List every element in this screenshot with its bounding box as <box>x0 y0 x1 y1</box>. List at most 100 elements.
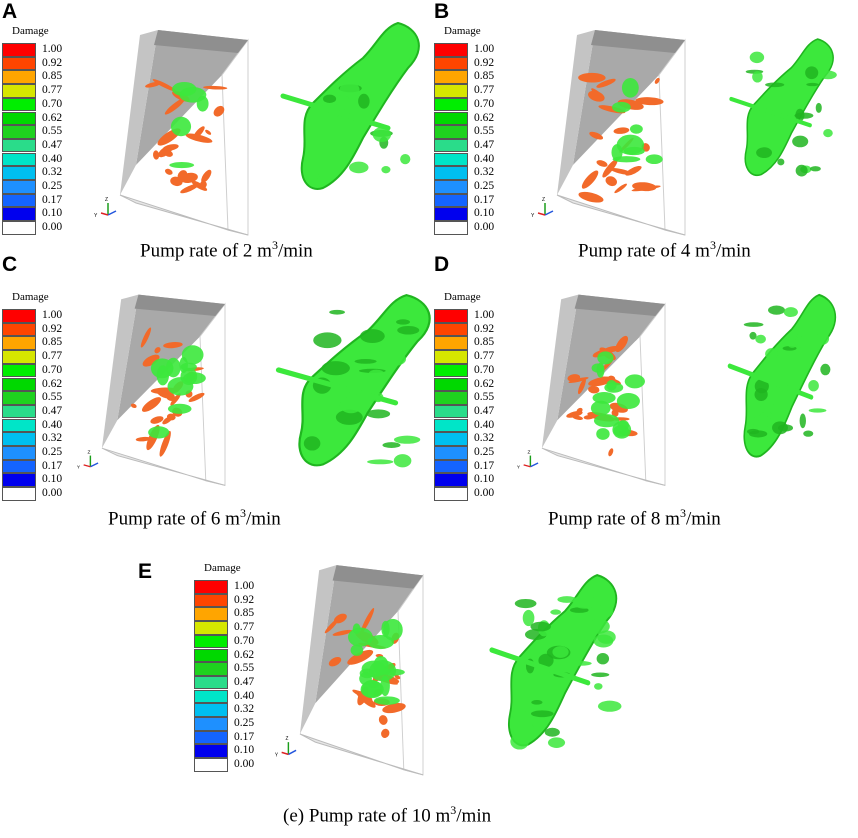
panel-letter: E <box>138 560 153 583</box>
axis-z-label: Z <box>105 197 108 203</box>
legend-entry: 0.70 <box>434 363 514 378</box>
legend-entry: 0.85 <box>2 70 82 84</box>
legend-swatch <box>194 621 228 635</box>
caption-unit: /min <box>277 240 313 262</box>
damage-zone-lobe <box>339 396 363 414</box>
legend-title: Damage <box>12 291 49 303</box>
fracture-disc <box>588 385 600 394</box>
legend-entry: 0.40 <box>434 152 514 167</box>
legend-swatch <box>2 166 36 180</box>
fracture-disc <box>152 79 176 92</box>
caption-unit: /min <box>685 508 721 530</box>
legend-swatch <box>434 111 468 125</box>
legend-entry: 0.77 <box>434 84 514 98</box>
damage-zone-body <box>298 294 431 467</box>
legend-swatch <box>2 125 36 139</box>
legend-swatch <box>2 180 36 194</box>
legend-entry: 0.47 <box>194 675 274 690</box>
legend-value: 0.77 <box>42 84 63 97</box>
damage-zone-lobe <box>354 359 377 364</box>
wellbore-trace <box>280 93 391 131</box>
legend-value: 0.47 <box>474 138 495 151</box>
damage-zone-lobe <box>748 157 760 166</box>
damage-blob <box>374 696 400 705</box>
damage-blob <box>381 620 390 637</box>
legend-swatch <box>434 432 468 446</box>
box-floor <box>119 194 249 236</box>
legend-swatch <box>2 487 36 501</box>
damage-zone-lobe <box>349 161 369 174</box>
legend-value: 0.47 <box>234 675 255 688</box>
damage-blob <box>624 374 645 389</box>
legend-swatch <box>2 97 36 112</box>
fracture-disc <box>382 703 406 714</box>
legend-entry: 1.00 <box>434 309 514 323</box>
damage-blob <box>360 680 384 699</box>
legend-value: 0.25 <box>234 717 255 729</box>
axis-y-label: Y <box>275 752 279 758</box>
legend-value: 0.85 <box>234 607 255 620</box>
damage-zone-lobe <box>815 102 822 113</box>
legend-swatch <box>434 363 468 378</box>
legend-entry: 0.70 <box>434 97 514 112</box>
inner-damage-zone <box>348 618 405 705</box>
legend-value: 0.40 <box>42 418 63 431</box>
fracture-disc <box>578 72 606 83</box>
panel-caption: Pump rate of 4 m3/min <box>578 238 751 262</box>
legend-swatch <box>2 432 36 446</box>
legend-swatch <box>434 487 468 501</box>
legend-swatch <box>194 607 228 621</box>
damage-zone-lobe <box>400 154 411 165</box>
legend-entry: 0.10 <box>434 207 514 221</box>
legend-entry: 0.32 <box>2 166 82 180</box>
damage-blob <box>148 426 170 439</box>
legend-swatch <box>2 446 36 460</box>
legend-swatch <box>434 404 468 419</box>
damage-zone-lobe <box>794 112 814 119</box>
legend-value: 0.55 <box>474 125 495 138</box>
legend-entry: 0.40 <box>434 418 514 433</box>
legend-value: 1.00 <box>474 309 495 321</box>
damage-zone-lobe <box>792 135 809 148</box>
damage-blob <box>606 379 617 391</box>
legend-value: 0.40 <box>42 152 63 165</box>
legend-entry: 0.77 <box>2 84 82 98</box>
legend-value: 0.62 <box>474 111 495 124</box>
legend-value: 0.00 <box>234 758 255 771</box>
legend-entry: 0.62 <box>194 648 274 662</box>
fracture-disc <box>381 728 390 738</box>
fracture-disc <box>347 649 374 665</box>
damage-zone-lobe <box>329 309 345 315</box>
legend-entry: 0.62 <box>2 377 82 391</box>
legend-entry: 0.47 <box>2 404 82 419</box>
legend-entry: 0.70 <box>2 97 82 112</box>
box-side-wall <box>658 38 686 236</box>
legend-value: 0.77 <box>474 84 495 97</box>
box-floor <box>299 733 424 776</box>
legend-value: 0.77 <box>234 621 255 634</box>
axis-triad-icon: YZ <box>517 450 539 471</box>
damage-blob <box>593 414 620 428</box>
damage-zone-lobe <box>303 436 321 451</box>
legend-swatch <box>434 309 468 323</box>
fracture-disc <box>615 335 628 353</box>
damage-zone-lobe <box>538 653 554 668</box>
legend-swatch <box>2 377 36 391</box>
legend-swatch <box>2 322 36 337</box>
legend-value: 0.70 <box>42 97 63 110</box>
damage-zone-lobe <box>359 329 385 344</box>
legend-swatch <box>2 193 36 208</box>
fracture-disc <box>608 448 614 457</box>
legend-swatch <box>2 70 36 84</box>
legend-entry: 0.62 <box>434 377 514 391</box>
damage-zone-view <box>280 21 420 190</box>
legend-value: 0.00 <box>474 221 495 234</box>
damage-zone-lobe <box>593 634 614 648</box>
caption-unit: /min <box>456 805 492 827</box>
legend-value: 0.40 <box>474 152 495 165</box>
legend-value: 0.70 <box>474 97 495 110</box>
box-left-wall <box>541 294 579 449</box>
damage-blob <box>172 82 197 97</box>
fracture-disc <box>635 97 664 106</box>
damage-blob <box>612 101 631 113</box>
